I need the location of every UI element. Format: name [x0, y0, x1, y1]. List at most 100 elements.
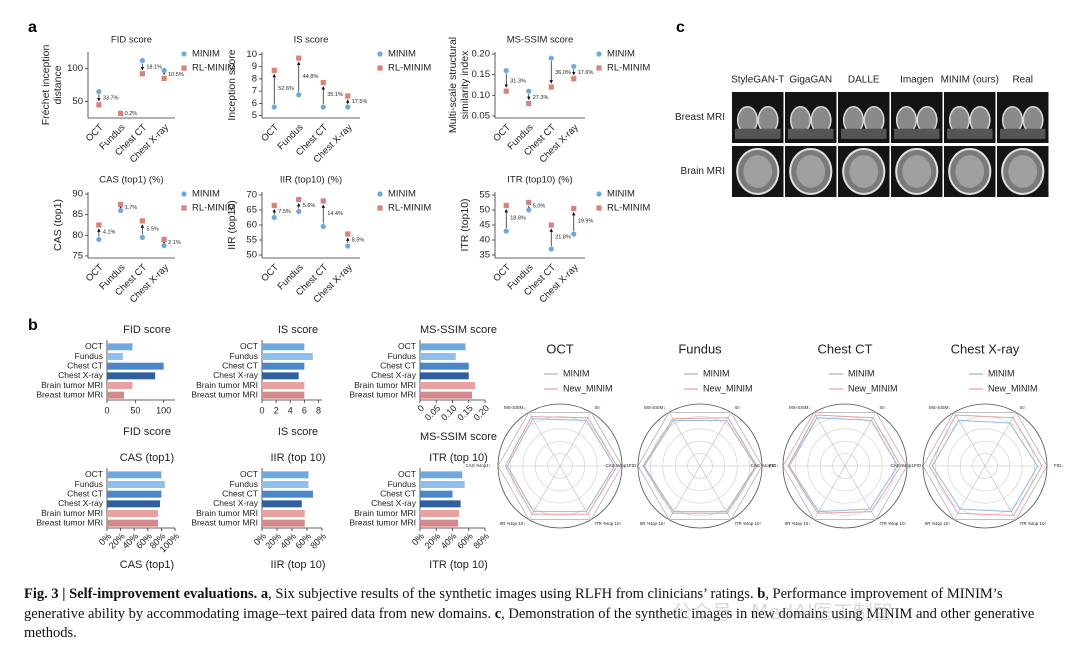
- chart-title: Fundus: [678, 341, 722, 356]
- radar-spoke: [813, 412, 846, 467]
- bar: [262, 391, 305, 399]
- bar: [420, 481, 465, 488]
- rl-minim-point: [271, 67, 277, 73]
- bar: [107, 519, 158, 527]
- improvement-label: 21.8%: [555, 234, 571, 240]
- legend-label: New_MINIM: [988, 383, 1038, 393]
- mri-chest: [947, 128, 993, 139]
- rl-minim-point: [96, 102, 102, 108]
- chart-title: IIR (top 10): [270, 452, 325, 464]
- y-tick-label: 55: [246, 235, 257, 246]
- caption-part: , Performance improvement of MINIM’s gen…: [24, 586, 1003, 622]
- legend-label: RL-MINIM: [607, 203, 650, 214]
- column-label: StyleGAN-T: [731, 75, 784, 86]
- rl-minim-point: [526, 100, 532, 107]
- minim-point: [320, 104, 326, 110]
- minim-point: [139, 234, 145, 240]
- x-tick-label: 4: [288, 405, 293, 415]
- radar-spoke: [559, 412, 592, 467]
- rl-minim-point: [296, 196, 302, 203]
- x-tick-label: 8: [316, 405, 321, 415]
- improvement-label: 18.1%: [146, 65, 162, 71]
- x-axis-label: MS-SSIM score: [420, 431, 497, 443]
- y-tick-label: 0.15: [472, 69, 491, 80]
- legend-marker: [377, 65, 383, 71]
- minim-point: [345, 243, 351, 249]
- legend-label: New_MINIM: [703, 383, 753, 393]
- y-axis-label: CAS (top1): [52, 199, 64, 251]
- legend-marker: [181, 205, 187, 211]
- radar-spoke: [559, 465, 592, 520]
- legend-label: MINIM: [388, 49, 416, 60]
- rl-minim-point: [161, 236, 167, 243]
- bar: [262, 519, 305, 527]
- x-tick-label: 100: [156, 405, 171, 415]
- category-label: Breast tumor MRI: [191, 517, 258, 527]
- radar-axis-label: ITR %top 10↑: [1020, 521, 1047, 526]
- y-tick-label: 50: [479, 205, 490, 216]
- bar: [262, 471, 309, 479]
- y-tick-label: 6: [252, 98, 257, 109]
- improvement-label: 4.1%: [103, 230, 116, 236]
- rl-minim-point: [118, 201, 124, 207]
- legend-label: RL-MINIM: [607, 63, 650, 74]
- bar: [420, 490, 453, 498]
- x-tick-label: 40%: [439, 531, 459, 551]
- radar-axis-label: CAS %top1↑: [605, 463, 631, 468]
- radar-axis-label: IIR %top 10↑: [500, 521, 526, 526]
- category-label: Brain tumor MRI: [196, 508, 258, 518]
- bar: [420, 353, 456, 360]
- category-label: Chest X-ray: [58, 370, 104, 380]
- x-tick-label: 0.05: [423, 403, 442, 422]
- rl-minim-point: [320, 79, 326, 86]
- bar: [420, 362, 469, 370]
- radar-chart: Fundus MINIM New_MINIM MS-SSIM↓ IS↑ FID↓ ITR %…: [605, 341, 779, 529]
- rl-minim-point: [571, 76, 577, 82]
- bar: [420, 471, 463, 479]
- rl-minim-point: [345, 93, 351, 99]
- minim-point: [320, 223, 326, 230]
- bar: [262, 481, 309, 488]
- category-label: Breast tumor MRI: [36, 389, 103, 399]
- category-label: Fundus: [388, 351, 416, 361]
- bar: [107, 481, 165, 488]
- y-axis-label: Fréchet inceptiondistance: [40, 45, 64, 126]
- minim-point: [161, 67, 167, 74]
- rl-minim-point: [548, 84, 554, 90]
- caption-part: b: [757, 586, 766, 602]
- legend-label: MINIM: [563, 368, 590, 378]
- category-label: Chest CT: [380, 488, 416, 498]
- radar-spoke: [668, 465, 701, 520]
- category-label: Breast tumor MRI: [36, 517, 103, 527]
- improvement-label: 10.5%: [168, 72, 184, 78]
- improvement-label: 52.6%: [278, 86, 294, 92]
- minim-point: [503, 67, 509, 74]
- legend-marker: [596, 191, 602, 197]
- improvement-label: 31.3%: [510, 78, 526, 84]
- radar-spoke: [844, 412, 877, 467]
- radar-axis-label: FID↓: [769, 463, 779, 468]
- radar-spoke: [844, 465, 877, 520]
- category-label: OCT: [398, 341, 416, 351]
- y-axis-label: Multi-scale structuralsimilarity index: [447, 37, 471, 133]
- column-label: DALLE: [848, 75, 880, 86]
- category-label: Chest CT: [380, 360, 416, 370]
- chart-title: FID score: [111, 35, 152, 46]
- bar: [262, 362, 305, 370]
- y-tick-label: 100: [67, 63, 83, 74]
- category-label: Chest X-ray: [371, 370, 417, 380]
- radar-spoke: [699, 412, 732, 467]
- category-label: OCT: [240, 341, 258, 351]
- legend-label: MINIM: [192, 49, 220, 60]
- rl-minim-point: [96, 222, 102, 228]
- x-tick-label: 0.15: [455, 403, 474, 422]
- x-tick-label: 0: [104, 405, 109, 415]
- minim-point: [118, 207, 124, 214]
- x-axis-label: IS score: [278, 426, 318, 438]
- category-label: Chest CT: [67, 488, 103, 498]
- y-tick-label: 9: [252, 61, 257, 72]
- improvement-label: 35.1%: [327, 92, 343, 98]
